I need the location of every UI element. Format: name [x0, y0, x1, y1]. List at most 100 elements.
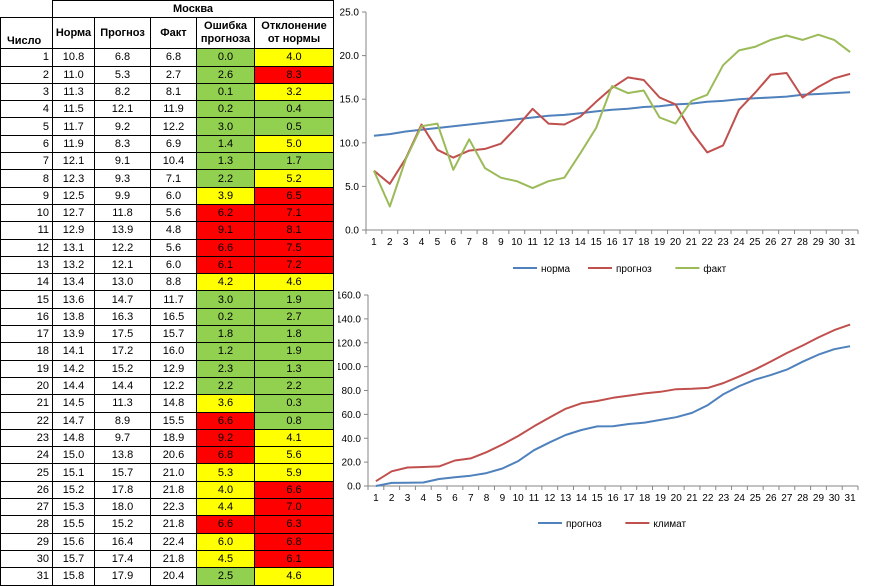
forecast-cell: 14.7 [95, 291, 151, 308]
error-cell: 9.1 [197, 222, 255, 239]
city-header: Москва [53, 1, 334, 18]
norm-cell: 11.0 [53, 66, 95, 83]
y-tick-label: 80.0 [342, 386, 362, 397]
legend-label: прогноз [566, 519, 602, 530]
deviation-cell: 5.6 [255, 447, 334, 464]
x-tick-label: 19 [655, 493, 667, 504]
x-tick-label: 2 [387, 237, 393, 248]
day-cell: 12 [1, 239, 53, 256]
x-tick-label: 31 [845, 237, 857, 248]
x-tick-label: 8 [484, 493, 490, 504]
error-cell: 0.0 [197, 49, 255, 66]
norm-cell: 14.1 [53, 343, 95, 360]
forecast-cell: 18.0 [95, 499, 151, 516]
forecast-cell: 9.7 [95, 429, 151, 446]
deviation-cell: 0.3 [255, 395, 334, 412]
forecast-cell: 5.3 [95, 66, 151, 83]
day-cell: 18 [1, 343, 53, 360]
norm-cell: 14.4 [53, 377, 95, 394]
forecast-cell: 17.5 [95, 326, 151, 343]
norm-cell: 12.7 [53, 204, 95, 221]
x-tick-label: 18 [639, 493, 651, 504]
error-cell: 6.2 [197, 204, 255, 221]
day-cell: 17 [1, 326, 53, 343]
day-cell: 16 [1, 308, 53, 325]
actual-cell: 8.8 [151, 274, 197, 291]
forecast-cell: 17.4 [95, 550, 151, 567]
error-header: Ошибка прогноза [197, 18, 255, 49]
legend-label: климат [653, 519, 686, 530]
day-cell: 29 [1, 533, 53, 550]
deviation-cell: 0.5 [255, 118, 334, 135]
deviation-cell: 2.2 [255, 377, 334, 394]
x-tick-label: 17 [623, 493, 635, 504]
error-cell: 4.4 [197, 499, 255, 516]
forecast-cell: 6.8 [95, 49, 151, 66]
norm-cell: 15.7 [53, 550, 95, 567]
x-tick-label: 18 [638, 237, 650, 248]
forecast-cell: 9.1 [95, 153, 151, 170]
x-tick-label: 13 [560, 493, 572, 504]
day-cell: 4 [1, 101, 53, 118]
y-tick-label: 100.0 [338, 362, 361, 373]
actual-cell: 21.0 [151, 464, 197, 481]
day-cell: 25 [1, 464, 53, 481]
error-cell: 6.0 [197, 533, 255, 550]
actual-cell: 10.4 [151, 153, 197, 170]
error-cell: 6.6 [197, 239, 255, 256]
error-cell: 4.2 [197, 274, 255, 291]
forecast-cell: 11.3 [95, 395, 151, 412]
series-line-норма [374, 92, 850, 136]
error-cell: 1.3 [197, 153, 255, 170]
series-line-прогноз [376, 346, 850, 486]
error-cell: 0.2 [197, 308, 255, 325]
forecast-header: Прогноз [95, 18, 151, 49]
series-line-факт [374, 35, 850, 207]
y-tick-label: 120.0 [338, 338, 361, 349]
day-cell: 26 [1, 481, 53, 498]
x-tick-label: 3 [405, 493, 411, 504]
actual-cell: 6.9 [151, 135, 197, 152]
x-tick-label: 30 [829, 493, 841, 504]
actual-cell: 6.0 [151, 256, 197, 273]
y-tick-label: 160.0 [338, 291, 361, 302]
x-tick-label: 12 [544, 493, 556, 504]
error-cell: 3.6 [197, 395, 255, 412]
x-tick-label: 27 [781, 493, 793, 504]
x-tick-label: 8 [482, 237, 488, 248]
deviation-cell: 4.1 [255, 429, 334, 446]
x-tick-label: 28 [797, 493, 809, 504]
actual-cell: 22.3 [151, 499, 197, 516]
norm-cell: 13.1 [53, 239, 95, 256]
forecast-cell: 9.9 [95, 187, 151, 204]
error-cell: 2.5 [197, 568, 255, 585]
forecast-cell: 8.2 [95, 83, 151, 100]
x-tick-label: 10 [511, 237, 523, 248]
actual-cell: 21.8 [151, 550, 197, 567]
actual-cell: 5.6 [151, 204, 197, 221]
deviation-cell: 7.1 [255, 204, 334, 221]
norm-cell: 13.6 [53, 291, 95, 308]
forecast-cell: 12.2 [95, 239, 151, 256]
deviation-cell: 6.1 [255, 550, 334, 567]
norm-cell: 15.8 [53, 568, 95, 585]
day-cell: 5 [1, 118, 53, 135]
deviation-cell: 3.2 [255, 83, 334, 100]
day-header: Число [1, 18, 53, 49]
error-cell: 0.1 [197, 83, 255, 100]
deviation-cell: 7.2 [255, 256, 334, 273]
norm-cell: 10.8 [53, 49, 95, 66]
x-tick-label: 31 [845, 493, 857, 504]
x-tick-label: 13 [559, 237, 571, 248]
